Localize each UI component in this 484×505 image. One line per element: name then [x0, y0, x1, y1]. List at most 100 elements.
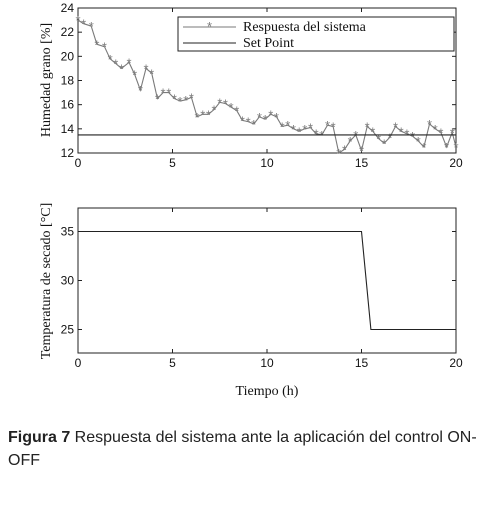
respuesta-del-sistema-point: *: [438, 125, 443, 140]
respuesta-del-sistema-point: *: [94, 37, 99, 52]
temperature-panel: 0 5 10 15 20 25 30 35 Temperatura de secado [°C…: [39, 203, 463, 399]
humidity-y-tick-label: 20: [61, 49, 75, 63]
respuesta-del-sistema-point: *: [376, 132, 381, 147]
figure-caption-text: Respuesta del sistema ante la aplicación…: [8, 429, 477, 469]
humidity-y-tick-label: 22: [61, 25, 75, 39]
respuesta-del-sistema-point: *: [102, 40, 107, 55]
respuesta-del-sistema-point: *: [274, 110, 279, 125]
respuesta-del-sistema-point: *: [291, 122, 296, 137]
respuesta-del-sistema-point: *: [212, 103, 217, 118]
time-x-axis-label: Tiempo (h): [236, 384, 299, 399]
humidity-x-tick-label: 10: [260, 156, 274, 170]
humidity-y-tick-label: 14: [61, 122, 75, 136]
respuesta-del-sistema-point: *: [200, 107, 205, 122]
temperature-x-tick-label: 0: [75, 356, 82, 370]
respuesta-del-sistema-point: *: [268, 107, 273, 122]
respuesta-del-sistema-point: *: [240, 113, 245, 128]
respuesta-del-sistema-point: *: [206, 107, 211, 122]
respuesta-del-sistema-point: *: [359, 144, 364, 159]
respuesta-del-sistema-point: *: [126, 55, 131, 70]
humidity-y-tick-label: 18: [61, 74, 75, 88]
figure-caption: Figura 7 Respuesta del sistema ante la a…: [8, 426, 478, 472]
respuesta-del-sistema-point: *: [81, 17, 86, 32]
respuesta-del-sistema-point: *: [263, 112, 268, 127]
temperature-y-axis-label: Temperatura de secado [°C]: [39, 203, 54, 360]
respuesta-del-sistema-point: *: [404, 127, 409, 142]
respuesta-del-sistema-point: *: [285, 118, 290, 133]
respuesta-del-sistema-point: *: [325, 118, 330, 133]
respuesta-del-sistema-point: *: [172, 92, 177, 107]
respuesta-del-sistema-point: *: [302, 122, 307, 137]
respuesta-del-sistema-point: *: [308, 121, 313, 136]
figure-caption-label: Figura 7: [8, 429, 71, 446]
respuesta-del-sistema-point: *: [342, 142, 347, 157]
temperature-y-tick-label: 35: [61, 225, 75, 239]
respuesta-del-sistema-point: *: [314, 127, 319, 142]
respuesta-del-sistema-point: *: [144, 61, 149, 76]
respuesta-del-sistema-line: [77, 19, 457, 154]
humidity-x-tick-label: 15: [355, 156, 369, 170]
respuesta-del-sistema-point: *: [336, 146, 341, 161]
respuesta-del-sistema-point: *: [433, 122, 438, 137]
respuesta-del-sistema-point: *: [370, 124, 375, 139]
respuesta-del-sistema-point: *: [410, 129, 415, 144]
respuesta-del-sistema-point: *: [178, 94, 183, 109]
respuesta-del-sistema-point: *: [223, 96, 228, 111]
respuesta-del-sistema-point: *: [427, 117, 432, 132]
respuesta-del-sistema-point: *: [453, 140, 458, 155]
respuesta-del-sistema-point: *: [132, 67, 137, 82]
respuesta-del-sistema-point: *: [393, 119, 398, 134]
respuesta-del-sistema-point: *: [416, 134, 421, 149]
humidity-y-tick-label: 24: [61, 1, 75, 15]
respuesta-del-sistema-point: *: [331, 119, 336, 134]
respuesta-del-sistema-point: *: [119, 61, 124, 76]
respuesta-del-sistema-point: *: [365, 119, 370, 134]
respuesta-del-sistema-point: *: [75, 13, 80, 28]
respuesta-del-sistema-point: *: [138, 83, 143, 98]
respuesta-del-sistema-point: *: [387, 130, 392, 145]
temperature-y-tick-label: 25: [61, 322, 75, 336]
humidity-y-tick-label: 12: [61, 146, 75, 160]
respuesta-del-sistema-point: *: [149, 66, 154, 81]
respuesta-del-sistema-point: *: [348, 134, 353, 149]
legend-label-response: Respuesta del sistema: [243, 20, 367, 35]
respuesta-del-sistema-point: *: [382, 136, 387, 151]
temperature-x-tick-label: 5: [169, 356, 176, 370]
respuesta-del-sistema-point: *: [399, 124, 404, 139]
temperature-x-tick-label: 10: [260, 356, 274, 370]
humidity-x-tick-label: 5: [169, 156, 176, 170]
respuesta-del-sistema-point: *: [166, 86, 171, 101]
humidity-series: * * ** ** * * **** ** * * * * * ** * * * * * * ** * * * * * ** * * * *…: [75, 13, 458, 161]
respuesta-del-sistema-point: *: [450, 125, 455, 140]
temperature-x-tick-label: 20: [449, 356, 463, 370]
humidity-y-tick-label: 16: [61, 98, 75, 112]
temperature-y-tick-label: 30: [61, 274, 75, 288]
temperature-axis-ticks: 0 5 10 15 20 25 30 35: [61, 208, 463, 370]
respuesta-del-sistema-point: *: [234, 104, 239, 119]
humidity-x-tick-label: 0: [75, 156, 82, 170]
legend-marker-asterisk: *: [207, 19, 212, 34]
temperature-series: [78, 230, 456, 331]
respuesta-del-sistema-point: *: [421, 140, 426, 155]
respuesta-del-sistema-point: *: [155, 92, 160, 107]
respuesta-del-sistema-point: *: [257, 110, 262, 125]
temperature-plot-frame: [77, 207, 457, 354]
respuesta-del-sistema-point: *: [280, 119, 285, 134]
humidity-axis-ticks: 0 5 10 15 20 12 14 16 18 20 22 24: [61, 1, 463, 170]
respuesta-del-sistema-point: *: [108, 52, 113, 67]
respuesta-del-sistema-point: *: [229, 100, 234, 115]
respuesta-del-sistema-point: *: [161, 86, 166, 101]
respuesta-del-sistema-point: *: [246, 115, 251, 130]
respuesta-del-sistema-point: *: [189, 90, 194, 105]
temperature-line-line: [78, 230, 456, 331]
humidity-y-axis-label: Humedad grano [%]: [39, 23, 54, 137]
respuesta-del-sistema-point: *: [297, 124, 302, 139]
legend-box: [177, 16, 455, 52]
respuesta-del-sistema-point: *: [183, 93, 188, 108]
humidity-legend: * Respuesta del sistema Set Point: [177, 16, 455, 52]
respuesta-del-sistema-point: *: [217, 95, 222, 110]
temperature-x-tick-label: 15: [355, 356, 369, 370]
respuesta-del-sistema-point: *: [195, 110, 200, 125]
